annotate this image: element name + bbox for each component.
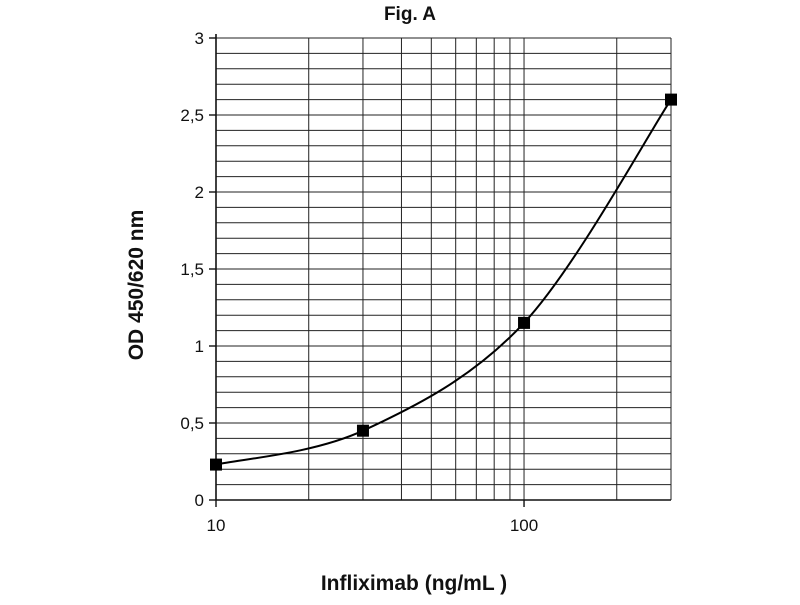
y-tick-label: 1 — [195, 337, 204, 356]
y-tick-label: 0,5 — [180, 414, 204, 433]
x-tick-label: 10 — [207, 516, 226, 535]
x-axis-title: Infliximab (ng/mL ) — [321, 572, 507, 595]
chart-title: Fig. A — [384, 4, 436, 25]
data-point-marker — [210, 458, 222, 471]
y-tick-label: 2,5 — [180, 106, 204, 125]
y-tick-label: 0 — [195, 491, 204, 510]
data-point-marker — [356, 424, 369, 437]
series-layer — [210, 93, 677, 471]
x-tick-label: 100 — [510, 516, 538, 535]
grid-lines — [216, 37, 672, 500]
titles: Fig. A Infliximab (ng/mL ) OD 450/620 nm — [125, 4, 507, 595]
series-line — [215, 99, 672, 466]
y-tick-label: 2 — [195, 183, 204, 202]
y-tick-label: 1,5 — [180, 260, 204, 279]
data-point-marker — [665, 93, 677, 106]
tick-labels: 0 0,5 1 1,5 2 2,5 3 10 100 — [180, 29, 538, 535]
y-axis-title: OD 450/620 nm — [125, 210, 148, 361]
data-point-marker — [518, 316, 531, 329]
y-tick-label: 3 — [195, 29, 204, 48]
axes — [209, 34, 671, 507]
